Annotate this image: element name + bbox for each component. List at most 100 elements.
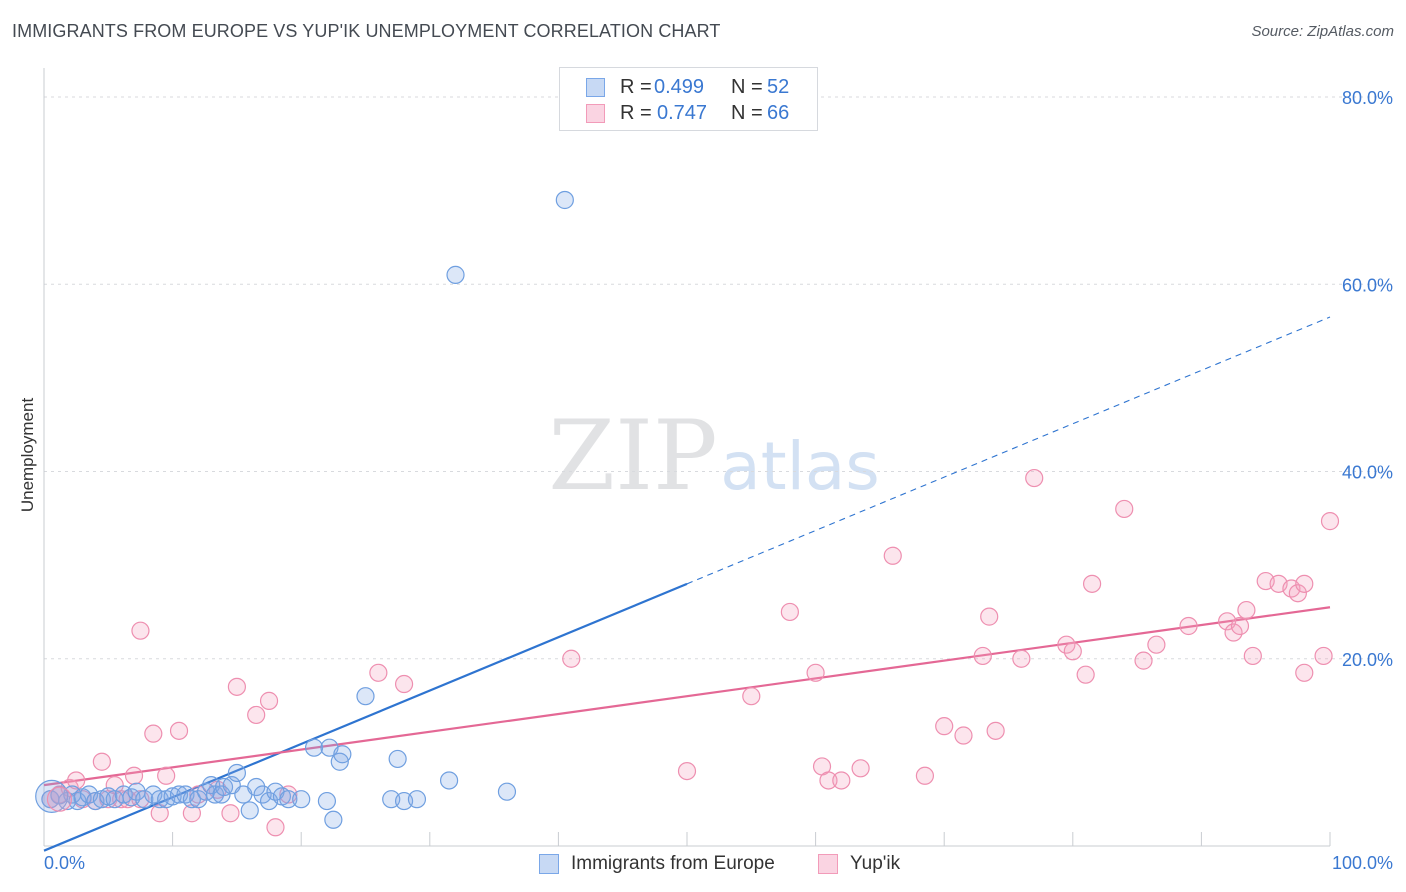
- point-immigrants-from-europe: [324, 810, 343, 829]
- legend-r-label: R =: [620, 76, 652, 98]
- point-yupik: [851, 759, 870, 778]
- series-label-europe: Immigrants from Europe: [571, 853, 775, 874]
- point-immigrants-from-europe: [333, 745, 352, 764]
- point-immigrants-from-europe: [407, 790, 427, 809]
- point-yupik: [157, 766, 176, 785]
- point-immigrants-from-europe: [240, 801, 259, 820]
- point-yupik: [1224, 623, 1243, 642]
- legend-n-value: 66: [767, 102, 790, 124]
- point-yupik: [806, 663, 825, 682]
- point-yupik: [144, 724, 163, 743]
- legend-r-value: 0.747: [657, 102, 708, 124]
- point-yupik: [1237, 600, 1256, 620]
- legend-swatch-europe: [586, 78, 605, 97]
- point-yupik: [1295, 663, 1314, 682]
- point-yupik: [259, 691, 279, 710]
- point-yupik: [169, 721, 189, 740]
- point-immigrants-from-europe: [388, 749, 407, 769]
- point-yupik: [883, 546, 902, 565]
- watermark-zip: ZIP: [548, 400, 717, 512]
- correlation-legend: R = 0.499 N = 52 R = 0.747 N = 66: [559, 67, 818, 131]
- point-yupik: [1147, 635, 1166, 654]
- legend-r-value: 0.499: [654, 76, 705, 98]
- point-yupik: [1134, 651, 1153, 670]
- point-yupik: [780, 602, 799, 622]
- legend-n-label: N =: [731, 76, 763, 98]
- point-immigrants-from-europe: [356, 687, 375, 706]
- x-tick-label-min: 0.0%: [44, 853, 85, 873]
- y-tick-label: 60.0%: [1342, 275, 1393, 295]
- point-yupik: [819, 771, 838, 790]
- point-yupik: [677, 761, 697, 781]
- point-immigrants-from-europe: [317, 791, 337, 811]
- watermark-atlas: atlas: [720, 428, 880, 505]
- point-yupik: [1295, 574, 1314, 593]
- point-yupik: [1115, 499, 1134, 519]
- point-yupik: [742, 687, 761, 706]
- point-immigrants-from-europe: [555, 190, 574, 210]
- series-swatch-yupik: [818, 854, 838, 874]
- point-yupik: [1243, 646, 1262, 666]
- source-label: Source: ZipAtlas.com: [1251, 23, 1394, 40]
- point-immigrants-from-europe: [292, 790, 311, 809]
- y-tick-label: 40.0%: [1342, 463, 1393, 483]
- y-axis-title: Unemployment: [18, 397, 37, 513]
- point-yupik: [1082, 574, 1102, 593]
- legend-r-label: R =: [620, 102, 652, 124]
- point-immigrants-from-europe: [330, 752, 349, 771]
- point-immigrants-from-europe: [247, 777, 266, 797]
- point-yupik: [1314, 646, 1333, 666]
- point-yupik: [369, 663, 388, 682]
- legend-n-value: 52: [767, 76, 790, 98]
- point-yupik: [131, 621, 150, 640]
- point-yupik: [394, 674, 414, 694]
- point-yupik: [915, 766, 935, 785]
- point-yupik: [1179, 616, 1198, 636]
- point-yupik: [986, 721, 1005, 740]
- point-yupik: [124, 766, 144, 785]
- point-immigrants-from-europe: [227, 763, 246, 783]
- point-yupik: [954, 726, 973, 745]
- point-yupik: [1057, 635, 1076, 654]
- point-immigrants-from-europe: [446, 265, 465, 284]
- axes: [43, 68, 1331, 847]
- point-yupik: [980, 607, 999, 626]
- legend-n-label: N =: [731, 102, 763, 124]
- point-cluster-europe: [35, 779, 69, 813]
- legend-row-europe: R = 0.499 N = 52: [560, 75, 817, 101]
- point-cluster-yupik: [46, 786, 73, 812]
- legend-row-yupik: R = 0.747 N = 66: [560, 101, 817, 127]
- point-yupik: [266, 818, 285, 837]
- point-yupik: [1025, 468, 1044, 488]
- point-yupik: [1230, 616, 1250, 636]
- watermark: ZIP atlas: [548, 400, 879, 512]
- data-points: [35, 190, 1340, 837]
- point-yupik: [1012, 649, 1031, 668]
- point-yupik: [973, 646, 992, 666]
- point-yupik: [67, 771, 86, 790]
- point-immigrants-from-europe: [304, 738, 324, 757]
- point-yupik: [92, 752, 111, 771]
- point-yupik: [247, 705, 266, 725]
- point-immigrants-from-europe: [189, 790, 208, 809]
- point-yupik: [935, 717, 954, 736]
- point-immigrants-from-europe: [182, 790, 201, 809]
- trend-line-1: [43, 606, 1331, 787]
- x-tick-label-max: 100.0%: [1332, 853, 1393, 873]
- y-tick-label: 80.0%: [1342, 88, 1393, 108]
- point-immigrants-from-europe: [497, 782, 517, 801]
- series-label-yupik: Yup'ik: [850, 853, 901, 874]
- chart-title: IMMIGRANTS FROM EUROPE VS YUP'IK UNEMPLO…: [12, 21, 721, 41]
- point-yupik: [227, 677, 246, 696]
- point-yupik: [1076, 665, 1095, 684]
- point-yupik: [221, 804, 240, 823]
- point-immigrants-from-europe: [439, 771, 459, 790]
- point-yupik: [1320, 512, 1340, 531]
- series-swatch-europe: [539, 854, 559, 874]
- y-tick-label: 20.0%: [1342, 650, 1393, 670]
- tick-labels: 20.0% 40.0% 60.0% 80.0% 0.0% 100.0%: [44, 88, 1393, 873]
- point-immigrants-from-europe: [279, 790, 298, 809]
- trend-lines: [43, 316, 1331, 852]
- point-yupik: [832, 771, 851, 790]
